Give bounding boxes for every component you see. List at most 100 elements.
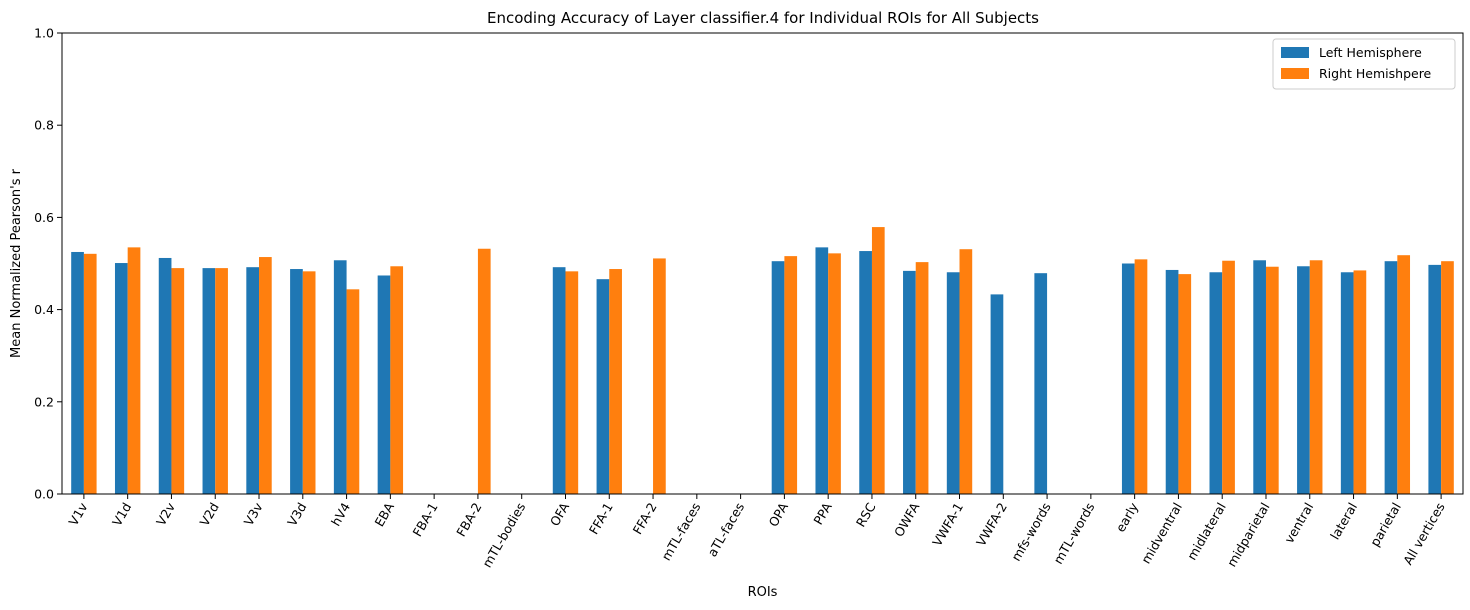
bar-right-ofa	[565, 271, 579, 494]
x-tick-label: ventral	[1281, 500, 1316, 546]
x-axis-title: ROIs	[748, 585, 778, 600]
x-tick-label: V1v	[66, 499, 91, 528]
bar-left-v2d	[202, 268, 216, 494]
x-axis-ticks: V1v V1d V2v V2d V3v V3d hV4 EBA FBA-1 FBA-2mTL-bo…	[66, 494, 1448, 570]
x-tick-label: RSC	[853, 500, 879, 530]
x-tick-label: OWFA	[891, 500, 923, 540]
legend-swatch	[1281, 68, 1309, 79]
bar-left-mfs-words	[1034, 273, 1048, 494]
y-tick-label: 0.6	[34, 210, 54, 225]
x-tick-label: early	[1113, 499, 1142, 534]
x-tick-label: V1d	[109, 500, 134, 529]
bar-right-parietal	[1397, 255, 1411, 494]
bar-right-fba-2	[477, 248, 491, 494]
bar-left-ffa-1	[596, 279, 610, 494]
bar-left-opa	[771, 261, 785, 494]
bar-right-ffa-1	[609, 269, 622, 494]
x-tick-label: mTL-faces	[658, 500, 703, 563]
y-tick-label: 1.0	[34, 26, 54, 41]
x-tick-label: OPA	[765, 500, 791, 530]
bar-left-v1d	[114, 263, 128, 494]
bar-left-v1v	[71, 251, 84, 494]
x-tick-label: VWFA-1	[929, 500, 966, 549]
legend: Left Hemisphere Right Hemishpere	[1272, 38, 1456, 90]
bar-right-v3v	[259, 257, 272, 494]
bars-group	[71, 227, 1454, 494]
y-tick-label: 0.8	[34, 118, 54, 133]
chart-title: Encoding Accuracy of Layer classifier.4 …	[487, 9, 1039, 27]
bar-right-opa	[784, 256, 798, 494]
bar-left-eba	[377, 275, 391, 494]
bar-left-v3d	[290, 269, 303, 494]
x-tick-label: V3v	[241, 499, 266, 528]
x-tick-label: midlateral	[1184, 500, 1229, 563]
bar-left-all-vertices	[1428, 264, 1442, 494]
bar-right-early	[1134, 259, 1148, 494]
legend-frame	[1272, 38, 1456, 90]
bar-left-v3v	[246, 267, 260, 494]
bar-right-midventral	[1178, 274, 1192, 494]
bar-left-ppa	[815, 247, 829, 494]
x-tick-label: V2d	[197, 500, 222, 529]
bar-left-early	[1121, 263, 1135, 494]
x-tick-label: hV4	[328, 500, 353, 529]
x-tick-label: All vertices	[1400, 500, 1448, 567]
bar-right-rsc	[871, 227, 885, 494]
x-tick-label: mTL-words	[1050, 500, 1097, 567]
x-tick-label: FBA-1	[409, 500, 440, 539]
legend-label: Left Hemisphere	[1319, 45, 1422, 60]
bar-left-owfa	[903, 270, 916, 494]
y-axis-ticks: 0.0 0.2 0.4 0.6 0.8 1.0	[34, 26, 62, 502]
legend-swatch	[1281, 47, 1309, 58]
bar-right-owfa	[915, 262, 929, 494]
x-tick-label: V3d	[284, 500, 309, 529]
y-axis-title: Mean Normalized Pearson's r	[9, 168, 24, 358]
bar-left-ofa	[552, 267, 566, 494]
x-tick-label: OFA	[547, 500, 572, 529]
legend-label: Right Hemishpere	[1319, 66, 1432, 81]
plot-frame	[61, 32, 1464, 495]
bar-left-midlateral	[1209, 272, 1223, 494]
x-tick-label: aTL-faces	[704, 500, 747, 559]
x-tick-label: EBA	[371, 500, 397, 530]
y-tick-label: 0.4	[34, 302, 54, 317]
bar-right-hv4	[346, 289, 360, 494]
x-tick-label: mfs-words	[1008, 500, 1053, 564]
x-tick-label: FFA-1	[586, 500, 616, 537]
bar-left-vwfa-1	[946, 272, 960, 494]
bar-right-v2v	[171, 268, 185, 494]
x-tick-label: midparietal	[1224, 500, 1273, 569]
bar-right-ppa	[828, 253, 841, 494]
x-tick-label: FFA-2	[630, 500, 660, 537]
bar-right-v2d	[215, 268, 228, 494]
x-tick-label: PPA	[810, 500, 835, 528]
bar-left-lateral	[1340, 272, 1354, 494]
bar-left-v2v	[158, 257, 172, 494]
bar-left-ventral	[1297, 266, 1310, 494]
bar-left-midparietal	[1253, 260, 1266, 494]
x-tick-label: V2v	[153, 499, 178, 528]
x-tick-label: mTL-bodies	[479, 500, 528, 570]
y-tick-label: 0.0	[34, 487, 54, 502]
bar-left-rsc	[859, 251, 872, 494]
bar-left-vwfa-2	[990, 294, 1004, 494]
x-tick-label: midventral	[1138, 500, 1185, 566]
bar-left-parietal	[1384, 261, 1398, 494]
x-tick-label: VWFA-2	[973, 500, 1010, 549]
bar-right-all-vertices	[1441, 261, 1454, 494]
y-tick-label: 0.2	[34, 394, 54, 409]
bar-left-hv4	[333, 260, 347, 494]
x-tick-label: lateral	[1327, 500, 1360, 542]
bar-left-midventral	[1165, 269, 1179, 494]
bar-right-midparietal	[1265, 266, 1279, 494]
bar-right-midlateral	[1222, 260, 1235, 494]
bar-right-eba	[390, 266, 404, 494]
bar-right-vwfa-1	[959, 249, 973, 494]
x-tick-label: FBA-2	[453, 500, 484, 539]
x-tick-label: parietal	[1367, 500, 1404, 549]
bar-right-v3d	[302, 271, 316, 494]
bar-right-lateral	[1353, 270, 1367, 494]
bar-right-v1d	[127, 247, 141, 494]
bar-right-ffa-2	[653, 258, 666, 494]
